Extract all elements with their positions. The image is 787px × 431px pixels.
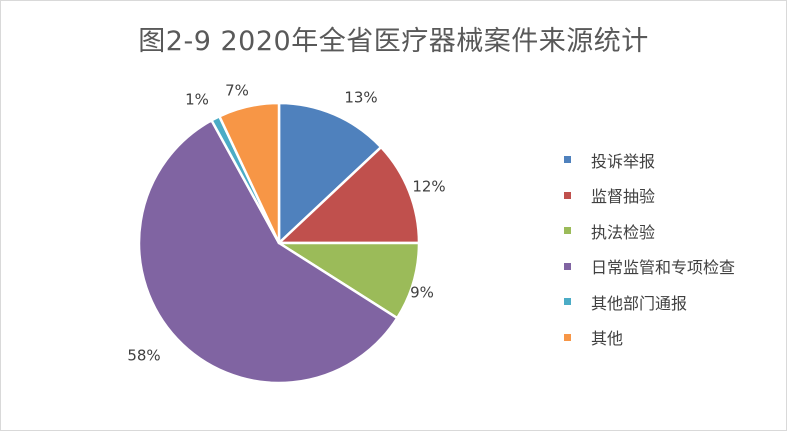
legend-item-enforcement-inspection: 执法检验	[564, 213, 779, 249]
legend-item-supervision-sampling: 监督抽验	[564, 178, 779, 214]
legend-swatch	[564, 262, 571, 270]
pie-slice-other	[218, 101, 281, 245]
legend-label: 投诉举报	[591, 151, 656, 171]
pie-slice-supervision-sampling	[277, 145, 421, 245]
data-label-complaint: 13%	[344, 89, 377, 107]
legend-swatch	[564, 333, 571, 341]
legend-swatch	[564, 191, 571, 199]
legend-item-routine-and-special-inspection: 日常监管和专项检查	[564, 249, 779, 285]
data-label-supervision-sampling: 12%	[412, 178, 445, 196]
data-label-enforcement-inspection: 9%	[410, 284, 434, 302]
data-label-other: 7%	[225, 82, 249, 100]
legend: 投诉举报监督抽验执法检验日常监管和专项检查 其他部门通报 其他	[564, 142, 779, 355]
data-labels: 13% 12% 9% 58% 1% 7%	[127, 82, 445, 365]
chart-title: 图2-9 2020年全省医疗器械案件来源统计	[138, 26, 649, 57]
legend-label: 日常监管和专项检查	[591, 258, 736, 278]
pie-slice-routine-and-special-inspection	[137, 119, 399, 385]
legend-item-complaint: 投诉举报	[564, 142, 779, 178]
pie-slice-complaint	[277, 101, 383, 245]
legend-swatch	[564, 227, 571, 235]
legend-label: 其他	[591, 329, 624, 349]
data-label-routine-and-special-inspection: 58%	[127, 347, 160, 365]
legend-swatch	[564, 298, 571, 306]
pie-slice-enforcement-inspection	[277, 241, 421, 320]
legend-item-other: 其他	[564, 320, 779, 356]
legend-label: 执法检验	[591, 222, 656, 242]
data-label-other-department-notice: 1%	[185, 91, 209, 109]
legend-label: 监督抽验	[591, 187, 656, 207]
legend-label: 其他部门通报	[591, 293, 688, 313]
legend-item-other-department-notice: 其他部门通报	[564, 284, 779, 320]
legend-swatch	[564, 156, 571, 164]
pie-slices	[137, 101, 421, 385]
